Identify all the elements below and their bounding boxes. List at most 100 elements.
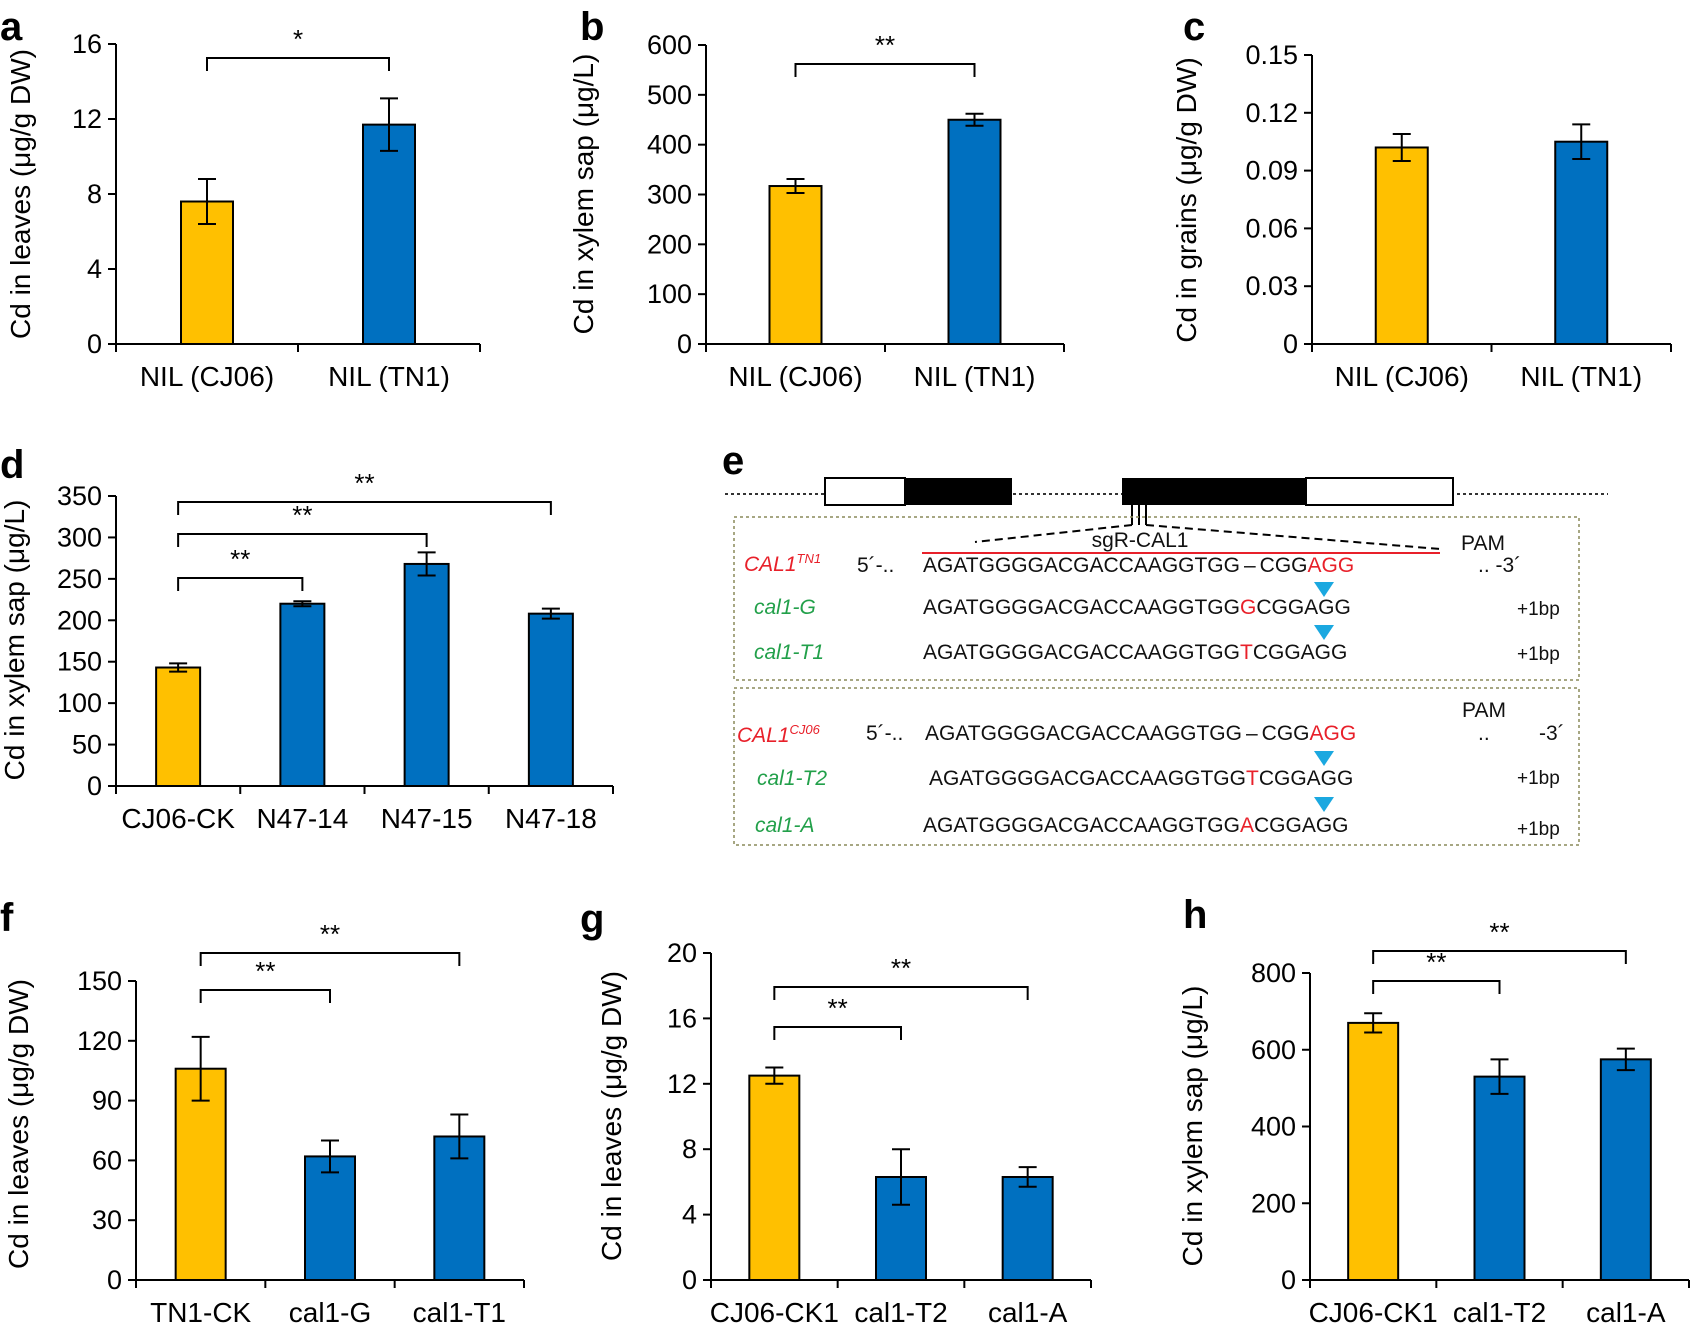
- panel-label: f: [0, 896, 14, 940]
- y-tick-label: 90: [92, 1086, 122, 1116]
- x-tick-label: NIL (TN1): [1520, 361, 1642, 392]
- panel-label: a: [0, 5, 23, 49]
- exon2-utr: [1305, 477, 1454, 506]
- significance-bracket: [1372, 980, 1501, 994]
- y-tick-label: 0: [87, 771, 102, 801]
- chart-panel-c: c Cd in grains (μg/g DW) 0 0.03 0.06 0.09 0.12…: [1171, 5, 1672, 392]
- x-tick-label: N47-18: [505, 803, 597, 834]
- three-prime-bottom: -3´: [1539, 722, 1565, 745]
- pam-label: PAM: [1461, 532, 1505, 555]
- y-axis-label: Cd in leaves (μg/g DW): [3, 979, 34, 1269]
- bar: [279, 602, 326, 788]
- significance-label: **: [875, 30, 895, 60]
- chart-panel-h: h Cd in xylem sap (μg/L) 0 200 400 600 800 CJ06…: [1177, 893, 1690, 1324]
- insertion-arrow: [1314, 751, 1334, 766]
- bar: [1473, 1075, 1526, 1282]
- y-tick-label: 500: [647, 80, 692, 110]
- mutant-name: cal1-A: [755, 814, 815, 837]
- exon2-cds: [1122, 478, 1306, 505]
- five-prime-bottom: 5´-..: [866, 722, 903, 745]
- y-tick-label: 400: [1251, 1112, 1296, 1142]
- y-tick-label: 120: [77, 1026, 122, 1056]
- y-tick-label: 350: [57, 481, 102, 511]
- x-tick-label: NIL (TN1): [914, 361, 1036, 392]
- three-prime-top: .. -3´: [1478, 554, 1521, 577]
- significance-label: **: [320, 919, 340, 949]
- significance-bracket: [177, 577, 304, 591]
- bar: [768, 185, 823, 345]
- bar: [1599, 1058, 1652, 1281]
- bar: [1347, 1021, 1400, 1281]
- y-tick-label: 0: [682, 1265, 697, 1295]
- bar: [748, 1074, 801, 1281]
- y-axis-label: Cd in leaves (μg/g DW): [5, 49, 36, 339]
- cal1-tn1-label: CAL1TN1: [744, 551, 821, 576]
- mutant-sequence: AGATGGGGACGACCAAGGTGGTCGGAGG: [923, 641, 1347, 664]
- y-axis-label: Cd in xylem sap (μg/L): [0, 500, 30, 781]
- chart-panel-d: d Cd in xylem sap (μg/L) 0 50 100 150 200 250 30…: [0, 443, 614, 834]
- mutant-name: cal1-T1: [754, 641, 824, 664]
- x-tick-label: NIL (TN1): [328, 361, 450, 392]
- y-tick-label: 8: [87, 179, 102, 209]
- cj06-box: [733, 687, 1580, 846]
- insertion-arrow: [1314, 797, 1334, 812]
- bar: [1374, 146, 1429, 345]
- y-axis-label: Cd in xylem sap (μg/L): [1177, 986, 1208, 1267]
- bar: [304, 1155, 356, 1281]
- y-tick-label: 50: [72, 730, 102, 760]
- bar: [1554, 140, 1609, 345]
- cj06-sequence: AGATGGGGACGACCAAGGTGG – CGGAGG: [925, 722, 1356, 745]
- y-axis-label: Cd in xylem sap (μg/L): [568, 54, 599, 335]
- x-tick-label: cal1-A: [1586, 1297, 1666, 1324]
- significance-label: **: [292, 500, 312, 530]
- significance-label: **: [230, 544, 250, 574]
- dots-bottom: ..: [1478, 722, 1490, 745]
- y-tick-label: 200: [1251, 1188, 1296, 1218]
- y-tick-label: 300: [57, 522, 102, 552]
- y-tick-label: 200: [647, 229, 692, 259]
- tn1-sequence: AGATGGGGACGACCAAGGTGG – CGGAGG: [923, 554, 1354, 577]
- mutant-sequence: AGATGGGGACGACCAAGGTGGTCGGAGG: [929, 767, 1353, 790]
- y-tick-label: 100: [57, 688, 102, 718]
- plus-1bp: +1bp: [1517, 599, 1560, 620]
- bar: [527, 612, 574, 788]
- mutant-name: cal1-T2: [757, 767, 827, 790]
- significance-bracket: [199, 952, 461, 966]
- panel-e-diagram: e sgR-CAL1 PAM CAL1TN1 5´-.. AGATGGGGACG…: [722, 439, 1608, 846]
- bar: [155, 666, 202, 787]
- y-tick-label: 0: [107, 1265, 122, 1295]
- x-tick-label: TN1-CK: [150, 1297, 251, 1324]
- mutant-name: cal1-G: [754, 596, 816, 619]
- y-tick-label: 150: [77, 966, 122, 996]
- x-tick-label: cal1-T2: [1453, 1297, 1546, 1324]
- y-tick-label: 16: [667, 1003, 697, 1033]
- significance-label: **: [354, 468, 374, 498]
- significance-label: **: [255, 956, 275, 986]
- significance-label: **: [1426, 947, 1446, 977]
- zoom-line-left: [974, 524, 1133, 543]
- y-tick-label: 60: [92, 1145, 122, 1175]
- y-tick-label: 0: [87, 329, 102, 359]
- y-tick-label: 16: [72, 29, 102, 59]
- y-tick-label: 0.03: [1245, 271, 1298, 301]
- significance-bracket: [177, 501, 552, 515]
- chart-panel-a: aCd in leaves (μg/g DW) 0 4 8 12 16 NIL (CJ06)…: [0, 5, 481, 392]
- y-tick-label: 250: [57, 564, 102, 594]
- significance-label: *: [293, 24, 303, 54]
- exon1-cds: [905, 478, 1012, 505]
- y-tick-label: 4: [87, 254, 102, 284]
- x-tick-label: NIL (CJ06): [1335, 361, 1469, 392]
- y-tick-label: 800: [1251, 958, 1296, 988]
- significance-bracket: [199, 989, 331, 1003]
- significance-label: **: [828, 993, 848, 1023]
- x-tick-label: CJ06-CK1: [1309, 1297, 1438, 1324]
- y-tick-label: 100: [647, 279, 692, 309]
- five-prime-top: 5´-..: [857, 554, 894, 577]
- y-tick-label: 200: [57, 605, 102, 635]
- y-tick-label: 0.15: [1245, 40, 1298, 70]
- mutant-sequence: AGATGGGGACGACCAAGGTGGACGGAGG: [923, 814, 1349, 837]
- plus-1bp: +1bp: [1517, 819, 1560, 840]
- bar: [1001, 1175, 1054, 1281]
- y-tick-label: 600: [1251, 1035, 1296, 1065]
- y-tick-label: 0.06: [1245, 213, 1298, 243]
